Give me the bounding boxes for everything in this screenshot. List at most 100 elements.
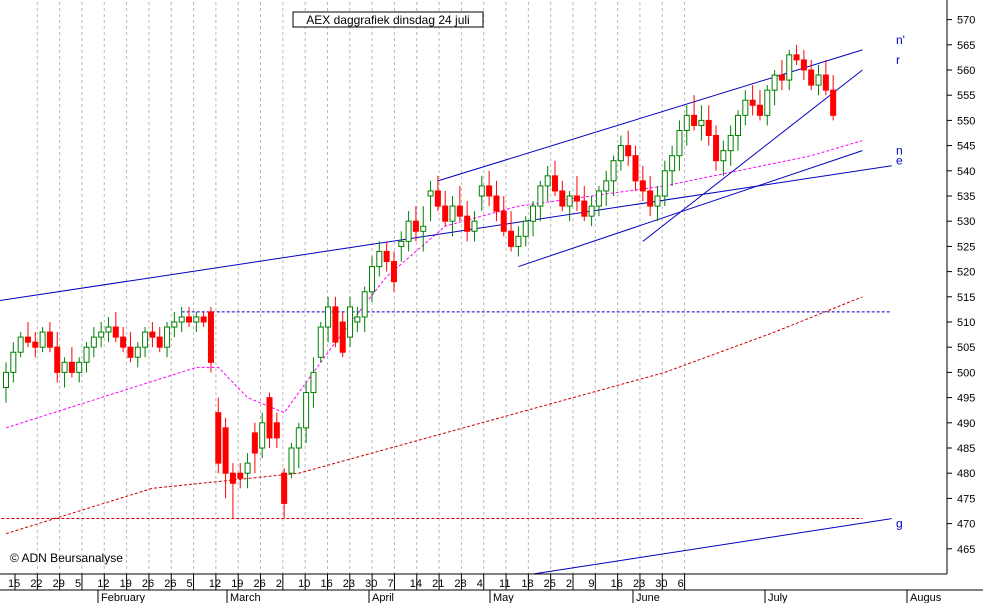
x-tick-label: 26 [254, 578, 266, 590]
candle-body [215, 412, 222, 464]
candle [654, 185, 661, 222]
candle-body [178, 316, 185, 323]
candle-body [683, 114, 690, 131]
candle [383, 241, 390, 272]
trend-line [437, 49, 863, 182]
candle [295, 422, 302, 469]
x-tick-label: 29 [53, 578, 65, 590]
trend-label: r [896, 53, 900, 67]
x-tick-label: 19 [231, 578, 243, 590]
trend-line [642, 69, 863, 242]
candle [581, 185, 588, 222]
candle-body [705, 119, 712, 137]
candle [478, 175, 485, 212]
candle-body [486, 185, 493, 197]
trend-labels: n' r ne g [896, 33, 905, 531]
candle [207, 306, 214, 373]
x-tick-label: 22 [30, 578, 42, 590]
candle-body [800, 59, 807, 71]
candle [427, 180, 434, 222]
candle [17, 332, 24, 358]
candle-body [735, 114, 741, 137]
x-tick-label: 26 [142, 578, 154, 590]
candle [830, 75, 837, 121]
axis-ticks: 4654704754804854904955005055105155205255… [8, 15, 975, 603]
support-levels [0, 311, 892, 520]
candle-body [390, 261, 397, 283]
candle [742, 90, 749, 126]
candle-body [698, 119, 705, 126]
candle [544, 165, 551, 202]
candle [61, 357, 68, 388]
candle [661, 160, 668, 207]
copyright-text: © ADN Beursanalyse [10, 551, 123, 565]
candle-body [456, 205, 463, 217]
candle-body [669, 155, 676, 172]
candle [288, 442, 295, 479]
trend-label: g [896, 517, 903, 531]
candle [171, 311, 178, 338]
candle [149, 322, 156, 348]
candle-body [24, 336, 31, 343]
candle [222, 417, 229, 499]
x-tick-label: 26 [164, 578, 176, 590]
candle-body [83, 346, 90, 363]
candle [24, 322, 31, 348]
candle [390, 251, 397, 292]
candle-body [420, 225, 427, 232]
candle [156, 327, 163, 353]
candle-body [354, 316, 361, 323]
candle [200, 311, 207, 328]
candle-body [581, 200, 588, 217]
candle-body [273, 422, 280, 439]
candle-body [369, 266, 375, 293]
candle [90, 327, 97, 358]
candle [259, 412, 266, 459]
candle [727, 125, 734, 166]
candle [639, 165, 646, 202]
candle [515, 226, 522, 257]
candle [595, 185, 602, 217]
trend-line [0, 165, 892, 302]
candle [215, 397, 222, 474]
candle-body [764, 89, 771, 116]
candle-body [54, 346, 61, 373]
candle-body [595, 190, 602, 207]
grid-lines [36, 2, 686, 574]
candle [134, 342, 141, 368]
candle [456, 185, 463, 222]
y-tick-label: 480 [957, 468, 975, 480]
candle [508, 211, 515, 252]
candle-body [222, 427, 229, 474]
candle-body [515, 235, 522, 247]
candle [105, 316, 112, 343]
candle-body [244, 462, 251, 474]
candle-body [259, 422, 266, 449]
candle-body [749, 99, 756, 106]
candle [229, 463, 236, 519]
candle [193, 311, 200, 333]
candle [486, 170, 493, 207]
candle-body [171, 321, 178, 328]
candle [786, 49, 793, 91]
candle [603, 170, 610, 207]
candle-body [237, 472, 244, 479]
candle [464, 201, 471, 242]
month-label: July [768, 592, 788, 603]
x-tick-label: 4 [477, 578, 483, 590]
x-tick-label: 16 [320, 578, 332, 590]
candle [822, 59, 829, 96]
candle-body [610, 160, 617, 182]
candle [434, 175, 441, 212]
x-tick-label: 19 [120, 578, 132, 590]
candle [756, 90, 763, 121]
candle-body [61, 361, 68, 373]
candle [705, 105, 712, 146]
candle-body [544, 175, 551, 187]
candle-body [508, 230, 515, 247]
x-tick-label: 12 [209, 578, 221, 590]
candle-body [142, 331, 149, 348]
candle [164, 322, 171, 358]
y-tick-label: 545 [957, 141, 975, 153]
